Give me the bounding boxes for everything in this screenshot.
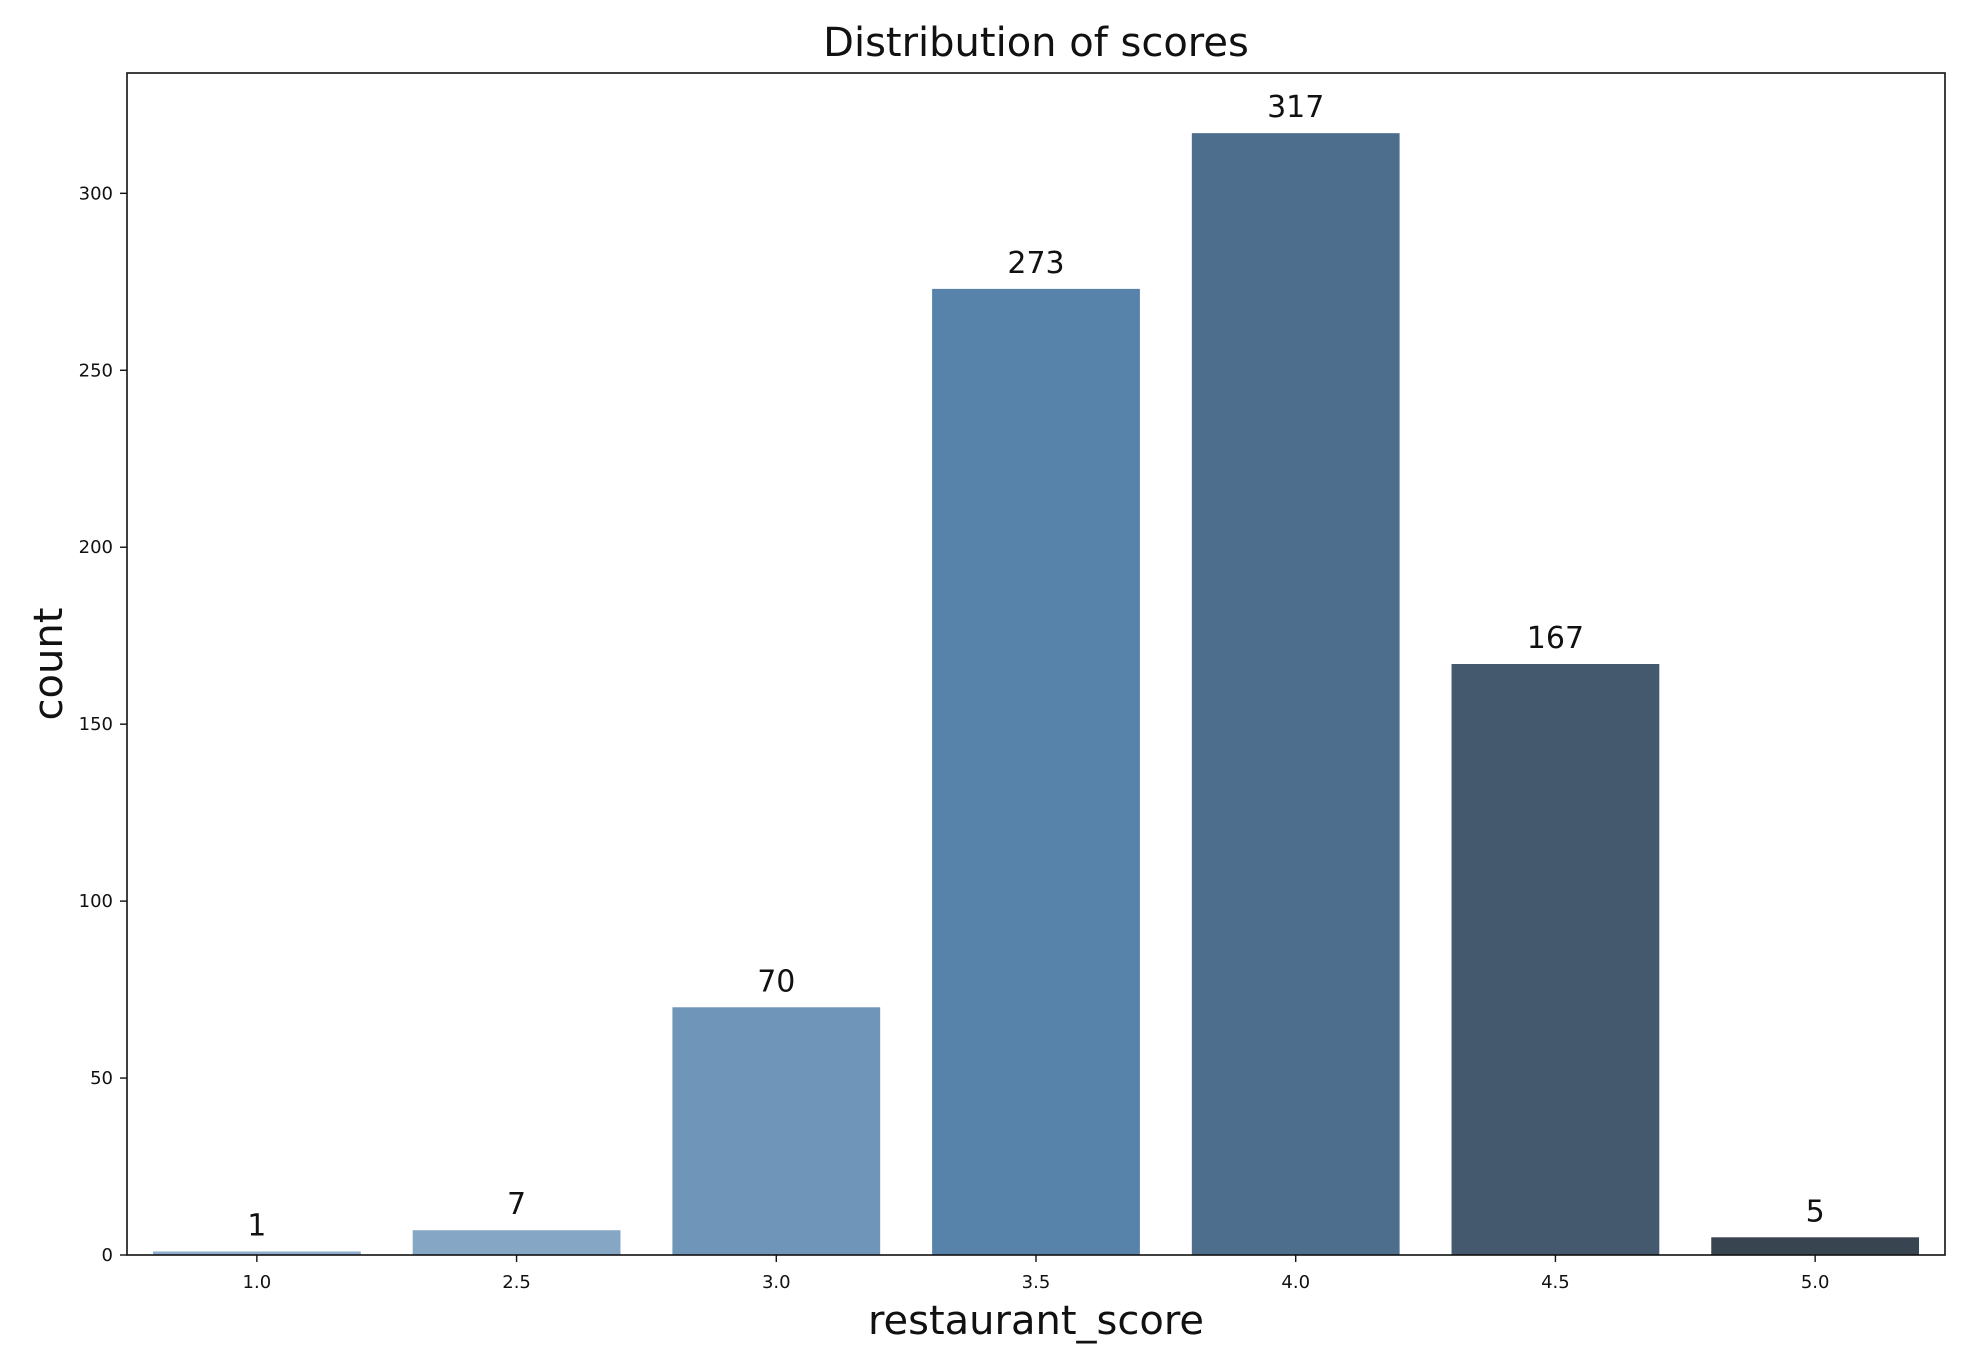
y-tick-label-250: 250 bbox=[79, 360, 113, 381]
bar-1.0 bbox=[152, 1251, 361, 1255]
data-label-4.0: 317 bbox=[1267, 90, 1324, 125]
y-tick-label-100: 100 bbox=[79, 891, 113, 912]
y-tick-label-300: 300 bbox=[79, 183, 113, 204]
data-labels-layer: 1 7 70 273 317 167 5 bbox=[247, 90, 1824, 1243]
y-tick-label-0: 0 bbox=[102, 1245, 113, 1266]
bars-layer bbox=[152, 133, 1920, 1256]
bar-4.5 bbox=[1451, 664, 1660, 1255]
x-tick-label-1.0: 1.0 bbox=[243, 1272, 272, 1293]
data-label-5.0: 5 bbox=[1806, 1194, 1825, 1229]
bar-5.0 bbox=[1711, 1237, 1920, 1255]
y-tick-label-50: 50 bbox=[90, 1068, 113, 1089]
x-tick-label-5.0: 5.0 bbox=[1801, 1272, 1830, 1293]
bar-2.5 bbox=[412, 1230, 621, 1255]
x-tick-label-4.0: 4.0 bbox=[1281, 1272, 1310, 1293]
y-tick-label-200: 200 bbox=[79, 537, 113, 558]
x-tick-label-3.5: 3.5 bbox=[1022, 1272, 1051, 1293]
x-axis-ticks: 1.0 2.5 3.0 3.5 4.0 4.5 5.0 bbox=[243, 1255, 1830, 1293]
y-axis-ticks: 0 50 100 150 200 250 300 bbox=[79, 183, 127, 1266]
data-label-4.5: 167 bbox=[1527, 621, 1584, 656]
y-axis-label: count bbox=[26, 608, 72, 721]
x-axis-label: restaurant_score bbox=[868, 1298, 1204, 1344]
bar-3.5 bbox=[932, 288, 1140, 1255]
chart-title: Distribution of scores bbox=[823, 20, 1249, 66]
x-tick-label-2.5: 2.5 bbox=[502, 1272, 531, 1293]
x-tick-label-3.0: 3.0 bbox=[762, 1272, 791, 1293]
data-label-1.0: 1 bbox=[247, 1208, 266, 1243]
bar-3.0 bbox=[672, 1007, 881, 1255]
x-tick-label-4.5: 4.5 bbox=[1541, 1272, 1570, 1293]
data-label-3.5: 273 bbox=[1007, 246, 1064, 281]
data-label-2.5: 7 bbox=[507, 1187, 526, 1222]
y-tick-label-150: 150 bbox=[79, 714, 113, 735]
data-label-3.0: 70 bbox=[757, 964, 795, 999]
bar-4.0 bbox=[1191, 133, 1400, 1256]
